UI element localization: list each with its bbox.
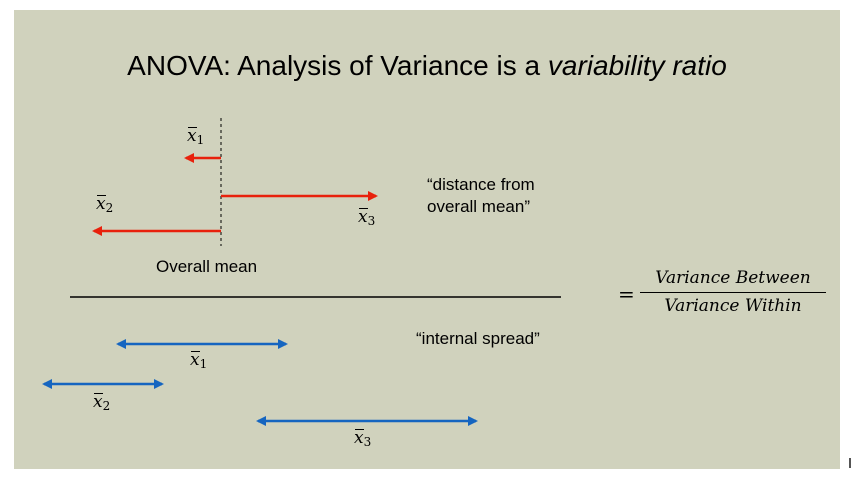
slide-title: ANOVA: Analysis of Variance is a variabi… — [14, 50, 840, 82]
xbar2-between-label: x2 — [96, 194, 114, 215]
edge-mark — [849, 458, 851, 468]
ratio-denominator: Variance Within — [664, 296, 802, 316]
fraction-bar — [640, 292, 826, 293]
distance-caption-line1: “distance from — [427, 175, 535, 194]
ratio-numerator: Variance Between — [655, 268, 811, 288]
title-prefix: ANOVA: Analysis of Variance is a — [127, 50, 548, 81]
xbar2-within-label: x2 — [93, 392, 111, 413]
distance-caption: “distance from overall mean” — [427, 174, 535, 218]
xbar1-between-label: x1 — [187, 126, 205, 147]
anova-diagram — [42, 118, 561, 426]
distance-caption-line2: overall mean” — [427, 197, 530, 216]
xbar1-within-label: x1 — [190, 350, 208, 371]
slide: ANOVA: Analysis of Variance is a variabi… — [14, 10, 840, 469]
equals-sign: = — [618, 282, 635, 306]
overall-mean-label: Overall mean — [156, 257, 258, 276]
xbar3-within-label: x3 — [354, 428, 372, 449]
title-emphasis: variability ratio — [547, 50, 727, 81]
internal-spread-caption: “internal spread” — [416, 329, 540, 348]
xbar3-between-label: x3 — [358, 207, 376, 228]
